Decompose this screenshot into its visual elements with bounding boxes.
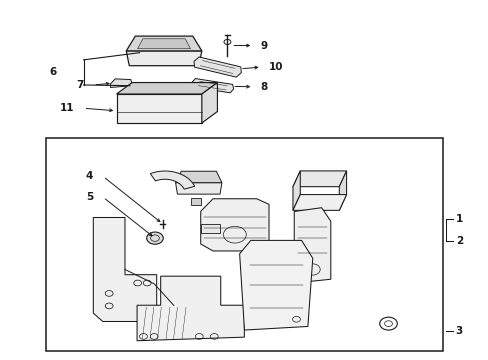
Polygon shape bbox=[202, 82, 217, 123]
Polygon shape bbox=[191, 78, 233, 93]
Text: 6: 6 bbox=[49, 67, 57, 77]
Polygon shape bbox=[137, 276, 244, 341]
Text: 7: 7 bbox=[76, 80, 83, 90]
Polygon shape bbox=[116, 94, 202, 123]
Polygon shape bbox=[175, 183, 222, 194]
Polygon shape bbox=[93, 217, 156, 321]
Polygon shape bbox=[110, 79, 132, 87]
Polygon shape bbox=[150, 171, 194, 189]
Polygon shape bbox=[137, 39, 190, 49]
Bar bbox=[45, 138, 443, 351]
Polygon shape bbox=[292, 171, 346, 187]
Text: 8: 8 bbox=[260, 82, 267, 92]
Bar bbox=[201, 224, 220, 233]
Polygon shape bbox=[116, 82, 217, 94]
Text: 1: 1 bbox=[455, 215, 462, 224]
Polygon shape bbox=[294, 208, 330, 283]
Text: 2: 2 bbox=[455, 236, 462, 246]
Polygon shape bbox=[200, 199, 268, 251]
Circle shape bbox=[146, 232, 163, 244]
Polygon shape bbox=[339, 171, 346, 210]
Text: 9: 9 bbox=[260, 41, 267, 50]
Polygon shape bbox=[292, 171, 300, 210]
Bar bbox=[191, 198, 201, 206]
Polygon shape bbox=[194, 57, 241, 77]
Polygon shape bbox=[126, 51, 202, 66]
Text: 4: 4 bbox=[86, 171, 93, 181]
Text: 11: 11 bbox=[59, 103, 74, 113]
Text: 10: 10 bbox=[268, 62, 283, 72]
Polygon shape bbox=[292, 194, 346, 210]
Polygon shape bbox=[239, 240, 312, 330]
Polygon shape bbox=[126, 36, 202, 51]
Polygon shape bbox=[175, 171, 222, 183]
Text: 3: 3 bbox=[455, 326, 462, 336]
Text: 5: 5 bbox=[86, 192, 93, 202]
